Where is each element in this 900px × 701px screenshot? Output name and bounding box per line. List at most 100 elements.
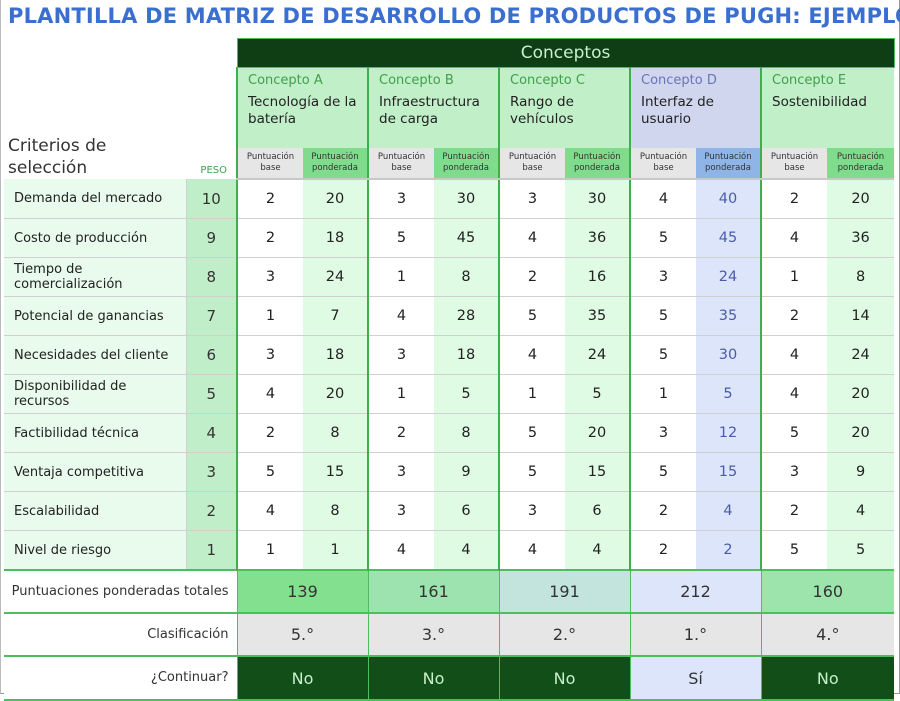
base-score[interactable]: 2 [498, 257, 565, 297]
base-score[interactable]: 2 [236, 218, 303, 258]
weighted-score: 30 [565, 179, 630, 219]
base-score[interactable]: 4 [498, 218, 565, 258]
weight[interactable]: 4 [186, 413, 237, 453]
concept-header: Concepto A Tecnología de la batería [236, 67, 368, 148]
ranking-value: 4.° [760, 612, 895, 656]
base-score[interactable]: 2 [629, 491, 696, 531]
weighted-score: 45 [696, 218, 761, 258]
criterion[interactable]: Tiempo de comercialización [4, 257, 187, 297]
base-score[interactable]: 3 [367, 452, 434, 492]
base-score[interactable]: 5 [760, 413, 827, 453]
concept-label: Concepto C [510, 73, 585, 88]
base-score[interactable]: 1 [760, 257, 827, 297]
base-score[interactable]: 4 [760, 218, 827, 258]
base-score[interactable]: 5 [367, 218, 434, 258]
base-score[interactable]: 5 [629, 335, 696, 375]
base-score-header: Puntuación base [236, 148, 303, 180]
proceed-value[interactable]: No [498, 655, 630, 701]
base-score[interactable]: 5 [629, 218, 696, 258]
criterion[interactable]: Escalabilidad [4, 491, 187, 531]
totals-label: Puntuaciones ponderadas totales [4, 569, 237, 613]
base-score[interactable]: 1 [367, 374, 434, 414]
base-score[interactable]: 3 [760, 452, 827, 492]
base-score[interactable]: 3 [367, 335, 434, 375]
base-score[interactable]: 3 [629, 413, 696, 453]
base-score[interactable]: 4 [367, 530, 434, 571]
base-score[interactable]: 3 [629, 257, 696, 297]
base-score[interactable]: 5 [236, 452, 303, 492]
base-score[interactable]: 5 [629, 296, 696, 336]
criterion[interactable]: Ventaja competitiva [4, 452, 187, 492]
weight[interactable]: 9 [186, 218, 237, 258]
weighted-score: 24 [827, 335, 895, 375]
proceed-value[interactable]: No [236, 655, 368, 701]
weighted-score: 8 [434, 413, 499, 453]
base-score[interactable]: 5 [760, 530, 827, 571]
weighted-score: 36 [827, 218, 895, 258]
weight[interactable]: 3 [186, 452, 237, 492]
weighted-score-header: Puntuación ponderada [303, 148, 368, 180]
base-score[interactable]: 4 [498, 335, 565, 375]
base-score[interactable]: 4 [629, 179, 696, 219]
total-score: 160 [760, 569, 895, 613]
page-title: PLANTILLA DE MATRIZ DE DESARROLLO DE PRO… [8, 4, 900, 28]
weight[interactable]: 7 [186, 296, 237, 336]
concept-name: Interfaz de usuario [641, 94, 714, 127]
base-score[interactable]: 4 [760, 335, 827, 375]
base-score[interactable]: 5 [498, 452, 565, 492]
concept-label: Concepto E [772, 73, 847, 88]
weight[interactable]: 6 [186, 335, 237, 375]
weight[interactable]: 10 [186, 179, 237, 219]
proceed-value[interactable]: No [760, 655, 895, 701]
weighted-score-header: Puntuación ponderada [827, 148, 895, 180]
base-score[interactable]: 5 [629, 452, 696, 492]
base-score[interactable]: 2 [236, 413, 303, 453]
weighted-score: 4 [565, 530, 630, 571]
base-score[interactable]: 3 [498, 491, 565, 531]
base-score[interactable]: 4 [236, 491, 303, 531]
weighted-score: 8 [303, 491, 368, 531]
base-score[interactable]: 4 [367, 296, 434, 336]
base-score[interactable]: 3 [367, 491, 434, 531]
base-score[interactable]: 1 [236, 530, 303, 571]
base-score[interactable]: 2 [760, 296, 827, 336]
base-score[interactable]: 1 [629, 374, 696, 414]
proceed-value[interactable]: Sí [629, 655, 761, 701]
weight[interactable]: 1 [186, 530, 237, 571]
criterion[interactable]: Demanda del mercado [4, 179, 187, 219]
base-score[interactable]: 1 [236, 296, 303, 336]
weighted-score: 20 [827, 179, 895, 219]
criterion[interactable]: Costo de producción [4, 218, 187, 258]
weight[interactable]: 5 [186, 374, 237, 414]
criterion[interactable]: Nivel de riesgo [4, 530, 187, 571]
base-score[interactable]: 5 [498, 296, 565, 336]
criterion[interactable]: Potencial de ganancias [4, 296, 187, 336]
base-score[interactable]: 4 [498, 530, 565, 571]
weighted-score: 2 [696, 530, 761, 571]
base-score[interactable]: 3 [236, 335, 303, 375]
base-score[interactable]: 1 [498, 374, 565, 414]
base-score[interactable]: 2 [760, 491, 827, 531]
base-score[interactable]: 4 [760, 374, 827, 414]
base-score[interactable]: 4 [236, 374, 303, 414]
base-score[interactable]: 2 [236, 179, 303, 219]
base-score[interactable]: 3 [367, 179, 434, 219]
base-score[interactable]: 2 [760, 179, 827, 219]
weighted-score: 35 [565, 296, 630, 336]
criterion[interactable]: Disponibilidad de recursos [4, 374, 187, 414]
concept-name: Infraestructura de carga [379, 94, 480, 127]
base-score[interactable]: 3 [236, 257, 303, 297]
ranking-value: 2.° [498, 612, 630, 656]
base-score[interactable]: 1 [367, 257, 434, 297]
base-score[interactable]: 2 [629, 530, 696, 571]
criterion[interactable]: Factibilidad técnica [4, 413, 187, 453]
base-score[interactable]: 3 [498, 179, 565, 219]
criterion[interactable]: Necesidades del cliente [4, 335, 187, 375]
weight[interactable]: 8 [186, 257, 237, 297]
base-score[interactable]: 2 [367, 413, 434, 453]
weighted-score: 5 [565, 374, 630, 414]
proceed-value[interactable]: No [367, 655, 499, 701]
weight[interactable]: 2 [186, 491, 237, 531]
base-score[interactable]: 5 [498, 413, 565, 453]
